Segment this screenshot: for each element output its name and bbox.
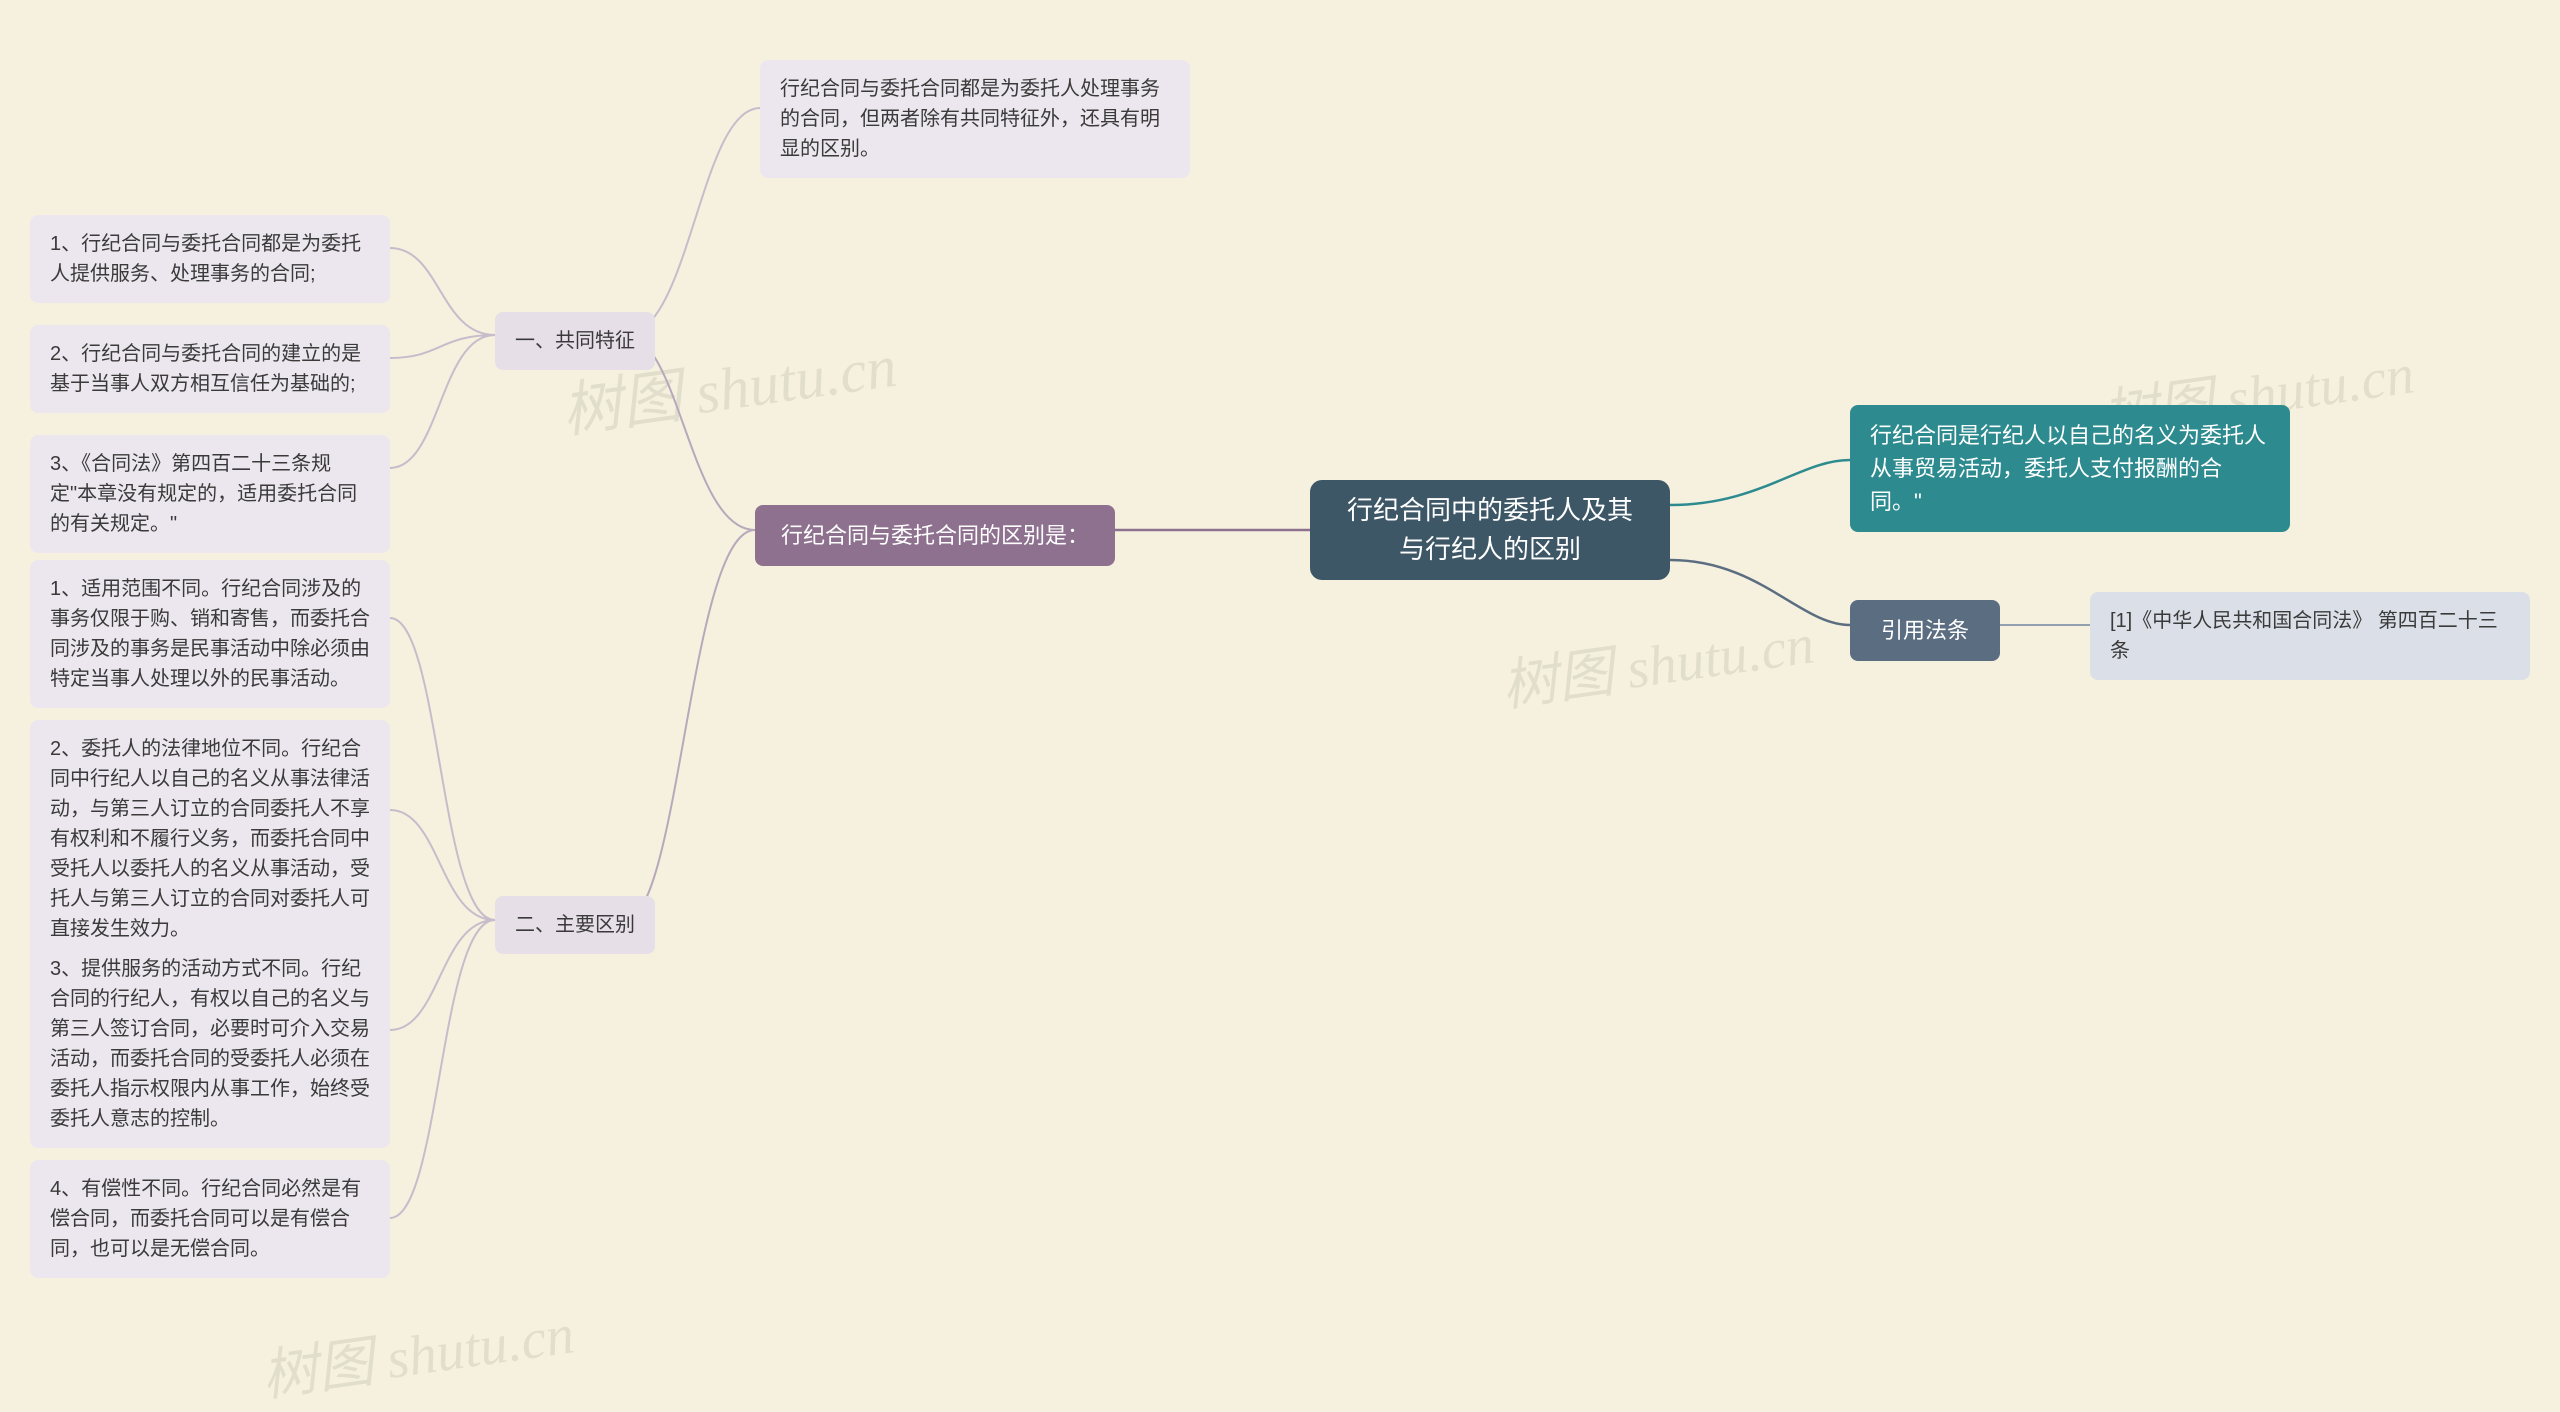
sec1-item-3-text: 3、《合同法》第四百二十三条规定"本章没有规定的，适用委托合同的有关规定。" [50, 449, 370, 539]
sec2-item-1: 1、适用范围不同。行纪合同涉及的事务仅限于购、销和寄售，而委托合同涉及的事务是民… [30, 560, 390, 708]
sec2-item-3-text: 3、提供服务的活动方式不同。行纪合同的行纪人，有权以自己的名义与第三人签订合同，… [50, 954, 370, 1134]
sec2-item-4: 4、有偿性不同。行纪合同必然是有偿合同，而委托合同可以是有偿合同，也可以是无偿合… [30, 1160, 390, 1278]
definition-node: 行纪合同是行纪人以自己的名义为委托人从事贸易活动，委托人支付报酬的合同。" [1850, 405, 2290, 532]
sec2-item-2: 2、委托人的法律地位不同。行纪合同中行纪人以自己的名义从事法律活动，与第三人订立… [30, 720, 390, 958]
citation-label-node: 引用法条 [1850, 600, 2000, 661]
citation-text-node: [1]《中华人民共和国合同法》 第四百二十三条 [2090, 592, 2530, 680]
sec1-intro-node: 行纪合同与委托合同都是为委托人处理事务的合同，但两者除有共同特征外，还具有明显的… [760, 60, 1190, 178]
diff-label-text: 行纪合同与委托合同的区别是： [781, 519, 1089, 552]
citation-text: [1]《中华人民共和国合同法》 第四百二十三条 [2110, 606, 2510, 666]
sec1-item-3: 3、《合同法》第四百二十三条规定"本章没有规定的，适用委托合同的有关规定。" [30, 435, 390, 553]
diff-label-node: 行纪合同与委托合同的区别是： [755, 505, 1115, 566]
sec2-item-3: 3、提供服务的活动方式不同。行纪合同的行纪人，有权以自己的名义与第三人签订合同，… [30, 940, 390, 1148]
definition-text: 行纪合同是行纪人以自己的名义为委托人从事贸易活动，委托人支付报酬的合同。" [1870, 419, 2270, 518]
sec2-item-2-text: 2、委托人的法律地位不同。行纪合同中行纪人以自己的名义从事法律活动，与第三人订立… [50, 734, 370, 944]
sec2-item-4-text: 4、有偿性不同。行纪合同必然是有偿合同，而委托合同可以是有偿合同，也可以是无偿合… [50, 1174, 370, 1264]
sec2-item-1-text: 1、适用范围不同。行纪合同涉及的事务仅限于购、销和寄售，而委托合同涉及的事务是民… [50, 574, 370, 694]
sec1-item-2-text: 2、行纪合同与委托合同的建立的是基于当事人双方相互信任为基础的; [50, 339, 370, 399]
sec1-label-text: 一、共同特征 [515, 326, 635, 356]
watermark: 树图 shutu.cn [1496, 599, 1818, 723]
sec1-label-node: 一、共同特征 [495, 312, 655, 370]
sec2-label-node: 二、主要区别 [495, 896, 655, 954]
sec1-item-1: 1、行纪合同与委托合同都是为委托人提供服务、处理事务的合同; [30, 215, 390, 303]
root-node: 行纪合同中的委托人及其 与行纪人的区别 [1310, 480, 1670, 580]
watermark: 树图 shutu.cn [256, 1289, 578, 1412]
sec1-item-2: 2、行纪合同与委托合同的建立的是基于当事人双方相互信任为基础的; [30, 325, 390, 413]
sec2-label-text: 二、主要区别 [515, 910, 635, 940]
citation-label-text: 引用法条 [1881, 614, 1969, 647]
sec1-intro-text: 行纪合同与委托合同都是为委托人处理事务的合同，但两者除有共同特征外，还具有明显的… [780, 74, 1170, 164]
root-text: 行纪合同中的委托人及其 与行纪人的区别 [1347, 491, 1633, 569]
sec1-item-1-text: 1、行纪合同与委托合同都是为委托人提供服务、处理事务的合同; [50, 229, 370, 289]
